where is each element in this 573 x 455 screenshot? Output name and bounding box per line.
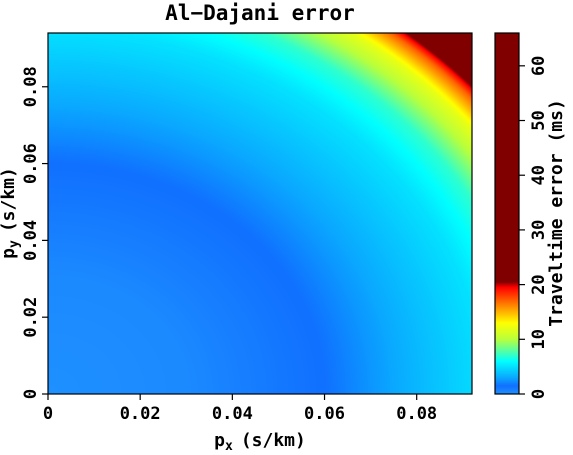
x-tick-label: 0.04	[212, 404, 253, 424]
colorbar-tick-label: 0	[529, 389, 549, 399]
x-tick-label: 0	[43, 404, 53, 424]
colorbar-tick-label: 10	[529, 329, 549, 349]
heatmap-image	[48, 33, 472, 394]
colorbar-tick-label: 40	[529, 165, 549, 185]
y-tick-label: 0.06	[21, 143, 41, 184]
colorbar-label: Traveltime error (ms)	[546, 99, 567, 327]
x-axis-label: px (s/km)	[214, 430, 306, 454]
y-axis-label-subscript: y	[7, 240, 22, 248]
x-axis-label-subscript: x	[225, 439, 233, 454]
y-tick-label: 0	[21, 389, 41, 399]
colorbar-tick-label: 20	[529, 274, 549, 294]
y-tick-label: 0.08	[21, 66, 41, 107]
x-axis-ticks: 0 0.02 0.04 0.06 0.08	[43, 394, 437, 424]
y-axis-label-units: (s/km)	[0, 167, 19, 232]
x-tick-label: 0.08	[396, 404, 437, 424]
y-tick-label: 0.04	[21, 220, 41, 261]
y-axis-label-symbol: p	[0, 248, 19, 259]
y-axis-ticks: 0 0.02 0.04 0.06 0.08	[21, 66, 48, 399]
plot-frame	[47, 32, 473, 395]
colorbar: 0 10 20 30 40 50 60 Traveltime error (ms)	[494, 32, 567, 399]
x-tick-label: 0.06	[304, 404, 345, 424]
heatmap-plot-area	[47, 32, 473, 395]
x-axis-label-units: (s/km)	[241, 430, 306, 451]
y-axis-label: py (s/km)	[0, 167, 22, 259]
y-tick-label: 0.02	[21, 297, 41, 338]
x-axis-label-symbol: p	[214, 430, 225, 451]
colorbar-tick-label: 60	[529, 56, 549, 76]
colorbar-tick-label: 30	[529, 220, 549, 240]
colorbar-tick-label: 50	[529, 110, 549, 130]
chart-title: Al−Dajani error	[165, 1, 355, 25]
x-tick-label: 0.02	[120, 404, 161, 424]
colorbar-ticks: 0 10 20 30 40 50 60	[519, 56, 549, 399]
colorbar-gradient	[494, 32, 520, 395]
